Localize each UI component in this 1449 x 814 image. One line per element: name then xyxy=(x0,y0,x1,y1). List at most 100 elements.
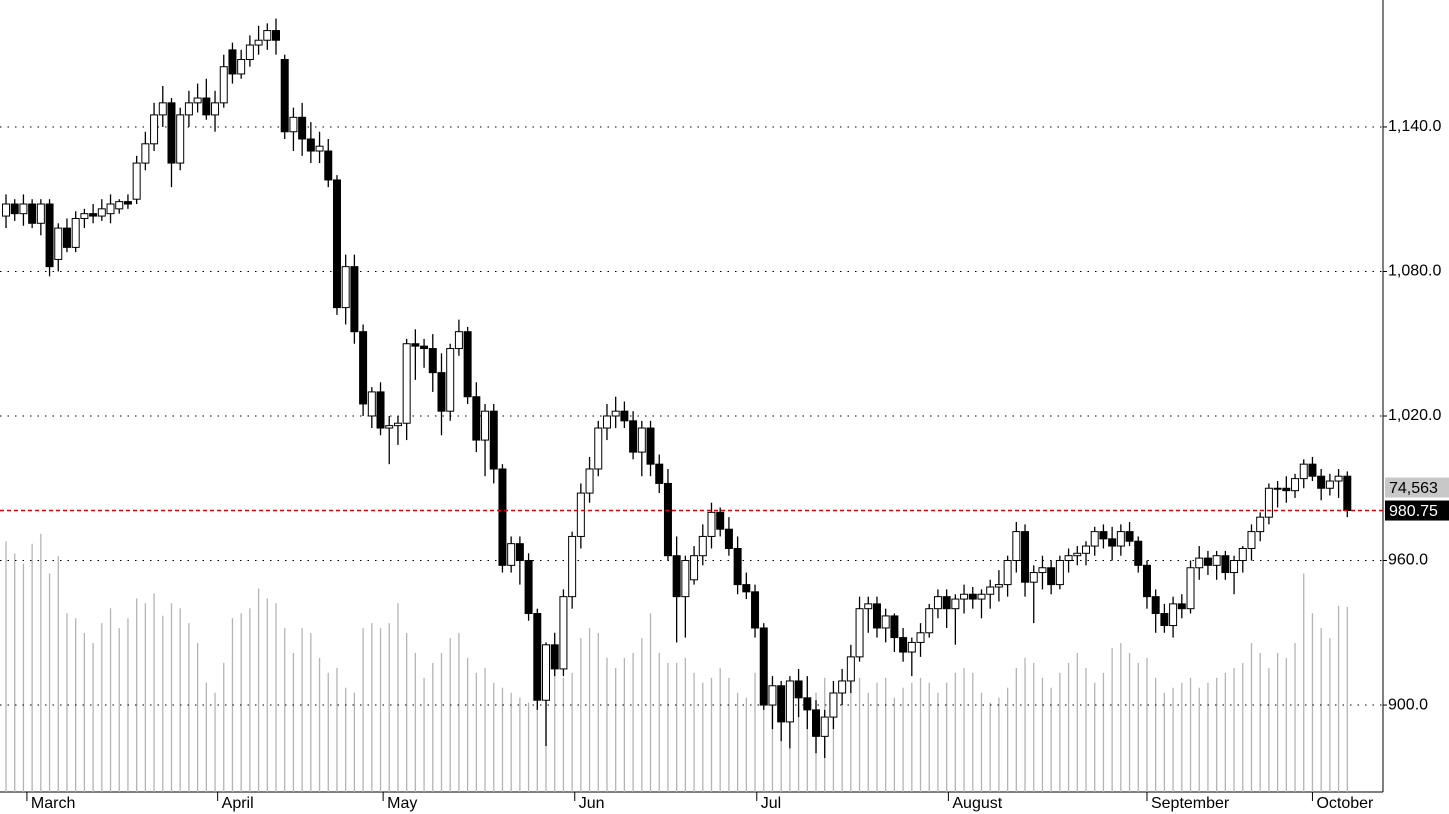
candle-body xyxy=(80,213,89,219)
candle-body xyxy=(1064,555,1073,562)
candle-body xyxy=(533,613,542,701)
candle-body xyxy=(324,150,333,181)
candle-body xyxy=(132,162,141,200)
candle-body xyxy=(663,482,672,557)
candle-body xyxy=(350,266,359,333)
candle-body xyxy=(1212,555,1221,566)
candle-body xyxy=(1029,572,1038,583)
candle-body xyxy=(1108,538,1117,547)
candle-body xyxy=(1021,531,1030,583)
candle-body xyxy=(1282,487,1291,492)
candle-body xyxy=(411,343,420,347)
candle-body xyxy=(1073,552,1082,557)
candle-body xyxy=(420,345,429,350)
candle-body xyxy=(481,410,490,441)
candle-body xyxy=(1343,475,1352,512)
candle-body xyxy=(446,348,455,412)
candle-body xyxy=(402,343,411,424)
candle-body xyxy=(637,427,646,453)
x-tick-label: April xyxy=(222,795,254,812)
candle-body xyxy=(1203,557,1212,566)
candle-body xyxy=(576,492,585,537)
price-label: 980.75 xyxy=(1389,503,1438,520)
price-badge xyxy=(1385,500,1449,521)
candle-body xyxy=(1003,560,1012,586)
candle-body xyxy=(36,203,45,224)
candle-body xyxy=(881,615,890,629)
candle-body xyxy=(385,425,394,429)
candle-body xyxy=(10,203,19,215)
candle-body xyxy=(1247,531,1256,549)
candle-body xyxy=(690,555,699,581)
candle-body xyxy=(254,39,263,46)
candle-body xyxy=(550,644,559,670)
candle-body xyxy=(1038,567,1047,574)
candle-body xyxy=(463,331,472,398)
candle-body xyxy=(1012,531,1021,562)
x-tick-label: October xyxy=(1316,795,1374,812)
x-tick-label: Jun xyxy=(579,795,605,812)
x-tick-label: September xyxy=(1151,795,1230,812)
candle-body xyxy=(28,203,37,224)
y-tick-label: 1,140.0 xyxy=(1388,118,1441,135)
candle-body xyxy=(150,114,159,145)
candle-body xyxy=(306,138,315,152)
candle-body xyxy=(872,603,881,629)
candle-body xyxy=(1299,463,1308,480)
candle-body xyxy=(646,427,655,465)
candle-body xyxy=(794,680,803,699)
candle-body xyxy=(498,468,507,566)
candle-body xyxy=(524,560,533,615)
candle-body xyxy=(1273,487,1282,490)
candle-body xyxy=(19,203,28,215)
x-tick-label: August xyxy=(952,795,1002,812)
candle-body xyxy=(245,44,254,60)
candle-body xyxy=(472,396,481,441)
y-tick-label: 900.0 xyxy=(1388,696,1428,713)
candle-body xyxy=(620,410,629,422)
candle-body xyxy=(2,203,11,217)
candle-body xyxy=(681,560,690,598)
candle-body xyxy=(960,593,969,600)
candle-body xyxy=(768,685,777,706)
candle-body xyxy=(71,217,80,248)
candle-body xyxy=(1160,613,1169,627)
candle-body xyxy=(968,593,977,600)
candle-body xyxy=(1134,540,1143,566)
candle-body xyxy=(742,584,751,593)
candle-body xyxy=(542,644,551,701)
y-tick-label: 1,020.0 xyxy=(1388,407,1441,424)
y-tick-label: 1,080.0 xyxy=(1388,263,1441,280)
candle-body xyxy=(803,697,812,711)
candle-body xyxy=(289,116,298,133)
candle-body xyxy=(1221,555,1230,574)
candle-body xyxy=(237,58,246,75)
candle-body xyxy=(211,102,220,116)
candle-body xyxy=(925,608,934,634)
candle-body xyxy=(280,58,289,133)
candle-body xyxy=(1256,516,1265,533)
candle-body xyxy=(1169,603,1178,627)
candle-body xyxy=(1230,560,1239,574)
candle-body xyxy=(359,331,368,405)
candle-body xyxy=(123,201,132,205)
candle-body xyxy=(751,591,760,629)
candle-body xyxy=(184,102,193,116)
y-tick-label: 960.0 xyxy=(1388,552,1428,569)
candle-body xyxy=(272,30,281,41)
candle-body xyxy=(106,203,115,215)
candle-body xyxy=(829,692,838,718)
candle-body xyxy=(202,97,211,116)
candle-body xyxy=(1142,564,1151,598)
candle-body xyxy=(1317,475,1326,489)
candle-body xyxy=(602,415,611,429)
candle-body xyxy=(367,391,376,417)
candle-body xyxy=(193,97,202,104)
candle-body xyxy=(1151,596,1160,615)
candle-body xyxy=(219,66,228,104)
candle-body xyxy=(45,203,54,268)
candle-body xyxy=(1082,545,1091,554)
candle-body xyxy=(1047,567,1056,586)
candle-body xyxy=(315,145,324,152)
